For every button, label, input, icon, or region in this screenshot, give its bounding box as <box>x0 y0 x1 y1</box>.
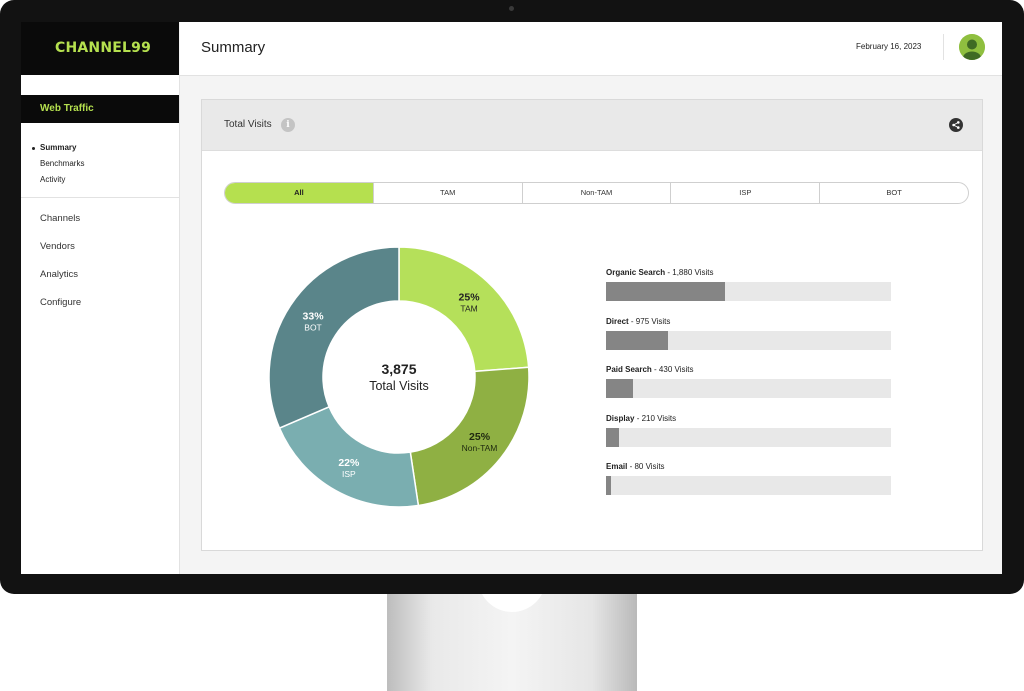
webcam-dot <box>509 6 514 11</box>
tab-tam[interactable]: TAM <box>374 183 523 203</box>
channel-bar-fill[interactable] <box>606 427 620 447</box>
channel-row: Direct - 975 Visits <box>606 316 896 365</box>
channel-label-separator: - <box>665 268 673 277</box>
sidebar: Web Traffic Summary Benchmarks Activity … <box>21 75 180 574</box>
channel-visits: 80 Visits <box>634 462 665 472</box>
segment-tabs: All TAM Non-TAM ISP BOT <box>224 182 969 204</box>
logo-bar: CHANNEL99 <box>21 22 179 75</box>
share-icon[interactable] <box>949 118 963 132</box>
channel-bar-track <box>606 476 891 496</box>
donut-label-isp: ISP <box>342 469 356 479</box>
donut-segment-isp[interactable] <box>278 405 420 508</box>
app-screen: CHANNEL99 Web Traffic Summary Benchmarks… <box>21 22 1002 574</box>
tab-bot[interactable]: BOT <box>886 188 902 197</box>
page-title: Summary <box>201 39 266 56</box>
channel-name: Display <box>606 413 635 423</box>
donut-segment-bot[interactable] <box>268 246 400 430</box>
subnav-item-summary[interactable]: Summary <box>31 140 84 156</box>
sidebar-item-configure[interactable]: Configure <box>40 297 82 308</box>
header-date: February 16, 2023 <box>856 42 922 51</box>
channel-row: Paid Search - 430 Visits <box>606 364 896 413</box>
sidebar-item-channels[interactable]: Channels <box>40 213 81 224</box>
channel-bar-track <box>606 427 891 447</box>
channel-label: Paid Search - 430 Visits <box>606 364 896 376</box>
channel-bar-fill[interactable] <box>606 330 668 350</box>
brand-logo[interactable]: CHANNEL99 <box>55 40 152 56</box>
channel-bar-track <box>606 330 891 350</box>
tab-non-tam[interactable]: Non-TAM <box>523 183 672 203</box>
card-title: Total Visits <box>224 119 272 130</box>
channel-visits: 430 Visits <box>658 365 694 375</box>
channel-breakdown: Organic Search - 1,880 Visits Direct - 97… <box>606 267 896 510</box>
donut-segment-non-tam[interactable] <box>409 366 530 507</box>
channel-visits: 1,880 Visits <box>672 268 714 277</box>
channel-label-separator: - <box>628 316 636 326</box>
channel-label-separator: - <box>651 365 659 375</box>
donut-label-bot: BOT <box>304 322 321 332</box>
channel-name: Organic Search <box>606 268 666 277</box>
tab-isp[interactable]: ISP <box>671 183 821 203</box>
sidebar-item-web-traffic[interactable]: Web Traffic <box>21 95 179 123</box>
donut-label-non-tam: Non-TAM <box>462 443 498 453</box>
channel-label: Email - 80 Visits <box>606 461 896 473</box>
channel-row: Organic Search - 1,880 Visits <box>606 267 896 316</box>
sidebar-subnav: Summary Benchmarks Activity <box>31 140 85 188</box>
user-icon <box>959 34 985 60</box>
channel-bar-track <box>606 282 891 301</box>
channel-visits: 975 Visits <box>635 316 671 326</box>
header-divider <box>943 34 944 60</box>
sidebar-divider <box>21 197 179 198</box>
channel-label: Display - 210 Visits <box>606 413 896 425</box>
channel-row: Display - 210 Visits <box>606 413 896 462</box>
channel-label: Organic Search - 1,880 Visits <box>606 267 896 279</box>
channel-name: Email <box>606 462 628 472</box>
top-header: Summary February 16, 2023 <box>180 22 1002 76</box>
channel-label: Direct - 975 Visits <box>606 316 896 328</box>
card-header: Total Visits i <box>202 100 982 151</box>
channel-bar-fill[interactable] <box>606 476 612 496</box>
channel-bar-fill[interactable] <box>606 379 634 399</box>
donut-center-label: Total Visits <box>369 379 429 393</box>
donut-center-value: 3,875 <box>381 361 416 377</box>
monitor-bezel: CHANNEL99 Web Traffic Summary Benchmarks… <box>0 0 1024 594</box>
channel-label-separator: - <box>627 462 635 472</box>
donut-percent-isp: 22% <box>338 457 360 469</box>
donut-percent-tam: 25% <box>459 291 481 303</box>
channel-visits: 210 Visits <box>641 413 677 423</box>
donut-label-tam: TAM <box>460 303 477 313</box>
channel-name: Direct <box>606 316 629 326</box>
donut-segment-tam[interactable] <box>398 246 530 373</box>
user-avatar[interactable] <box>959 34 985 60</box>
info-icon[interactable]: i <box>281 118 295 132</box>
channel-label-separator: - <box>634 413 642 423</box>
donut-percent-bot: 33% <box>303 310 325 322</box>
sidebar-item-vendors[interactable]: Vendors <box>40 241 75 252</box>
sidebar-item-analytics[interactable]: Analytics <box>40 269 79 280</box>
donut-percent-non-tam: 25% <box>469 431 491 443</box>
subnav-item-activity[interactable]: Activity <box>40 175 66 184</box>
channel-bar-track <box>606 379 891 399</box>
subnav-item-benchmarks[interactable]: Benchmarks <box>40 159 85 168</box>
tab-all[interactable]: All <box>225 183 374 203</box>
channel-row: Email - 80 Visits <box>606 461 896 510</box>
total-visits-card: Total Visits i All TAM Non-TAM ISP BOT <box>201 99 983 551</box>
channel-bar-fill[interactable] <box>606 282 726 301</box>
channel-name: Paid Search <box>606 365 652 375</box>
sidebar-main-nav: Channels Vendors Analytics Configure <box>40 205 81 317</box>
